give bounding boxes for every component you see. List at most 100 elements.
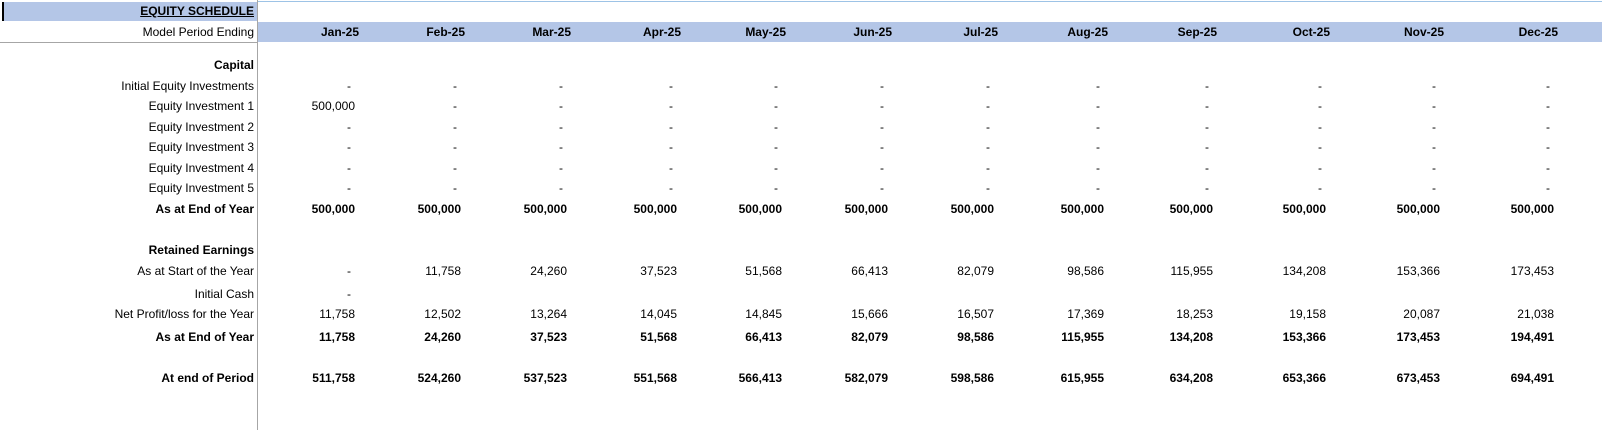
value-cell[interactable]: - [880, 120, 884, 134]
value-cell[interactable]: 37,523 [530, 330, 567, 344]
value-cell[interactable]: 500,000 [950, 202, 994, 216]
value-cell[interactable] [682, 284, 782, 304]
value-cell[interactable]: 18,253 [1176, 307, 1213, 321]
value-cell[interactable]: 500,000 [1169, 202, 1213, 216]
value-cell[interactable]: - [774, 79, 778, 93]
value-cell[interactable]: - [453, 181, 457, 195]
value-cell[interactable]: 24,260 [530, 264, 567, 278]
value-cell[interactable]: - [1546, 79, 1550, 93]
period-label[interactable]: Model Period Ending [142, 25, 254, 39]
value-cell[interactable]: 37,523 [640, 264, 677, 278]
value-cell[interactable]: 11,758 [319, 307, 355, 321]
value-cell[interactable]: - [559, 120, 563, 134]
month-header[interactable]: May-25 [745, 25, 786, 39]
value-cell[interactable]: 500,000 [633, 202, 677, 216]
value-cell[interactable]: - [774, 181, 778, 195]
value-cell[interactable]: 615,955 [1060, 371, 1104, 385]
month-header[interactable]: Jun-25 [853, 25, 892, 39]
month-header[interactable]: Jul-25 [963, 25, 998, 39]
value-cell[interactable]: 17,369 [1067, 307, 1104, 321]
row-label[interactable]: Net Profit/loss for the Year [114, 307, 254, 321]
row-label[interactable]: As at Start of the Year [137, 264, 254, 278]
value-cell[interactable]: - [880, 181, 884, 195]
value-cell[interactable]: - [669, 140, 673, 154]
value-cell[interactable]: 98,586 [1067, 264, 1104, 278]
value-cell[interactable]: - [986, 140, 990, 154]
value-cell[interactable]: - [880, 140, 884, 154]
value-cell[interactable]: - [559, 181, 563, 195]
month-header[interactable]: Aug-25 [1067, 25, 1108, 39]
month-header[interactable]: Apr-25 [642, 25, 681, 39]
value-cell[interactable]: 500,000 [1282, 202, 1326, 216]
value-cell[interactable]: - [669, 161, 673, 175]
value-cell[interactable] [1340, 284, 1440, 304]
value-cell[interactable]: 500,000 [1060, 202, 1104, 216]
value-cell[interactable]: - [1096, 79, 1100, 93]
value-cell[interactable] [577, 284, 677, 304]
value-cell[interactable]: 500,000 [1396, 202, 1440, 216]
value-cell[interactable]: - [669, 181, 673, 195]
value-cell[interactable]: - [1096, 181, 1100, 195]
value-cell[interactable]: - [1318, 140, 1322, 154]
value-cell[interactable]: 13,264 [530, 307, 567, 321]
value-cell[interactable]: 551,568 [633, 371, 677, 385]
value-cell[interactable]: 51,568 [745, 264, 782, 278]
value-cell[interactable]: 12,502 [424, 307, 461, 321]
value-cell[interactable]: 115,955 [1061, 330, 1104, 344]
value-cell[interactable]: 14,045 [640, 307, 677, 321]
value-cell[interactable]: - [347, 264, 351, 278]
row-label[interactable]: As at End of Year [155, 330, 254, 344]
value-cell[interactable]: - [986, 120, 990, 134]
value-cell[interactable]: 694,491 [1510, 371, 1554, 385]
value-cell[interactable]: 21,038 [1517, 307, 1554, 321]
row-label[interactable]: Equity Investment 4 [148, 161, 254, 175]
value-cell[interactable]: 19,158 [1289, 307, 1326, 321]
value-cell[interactable]: 500,000 [738, 202, 782, 216]
value-cell[interactable]: - [347, 140, 351, 154]
value-cell[interactable]: 24,260 [424, 330, 461, 344]
value-cell[interactable]: 194,491 [1510, 330, 1554, 344]
value-cell[interactable]: 134,208 [1282, 264, 1326, 278]
month-header[interactable]: Feb-25 [426, 25, 465, 39]
value-cell[interactable]: - [559, 161, 563, 175]
value-cell[interactable]: 15,666 [851, 307, 888, 321]
value-cell[interactable]: - [1205, 99, 1209, 113]
value-cell[interactable] [1113, 284, 1213, 304]
value-cell[interactable] [788, 284, 888, 304]
value-cell[interactable] [894, 284, 994, 304]
value-cell[interactable]: - [453, 140, 457, 154]
value-cell[interactable]: - [347, 287, 351, 301]
value-cell[interactable] [1226, 284, 1326, 304]
value-cell[interactable]: - [1205, 161, 1209, 175]
value-cell[interactable]: - [669, 120, 673, 134]
value-cell[interactable]: - [453, 161, 457, 175]
row-label[interactable]: Equity Investment 1 [148, 99, 254, 113]
value-cell[interactable]: - [1432, 79, 1436, 93]
sheet-title-cell[interactable]: EQUITY SCHEDULE [2, 2, 258, 21]
month-header[interactable]: Oct-25 [1292, 25, 1330, 39]
value-cell[interactable]: - [986, 99, 990, 113]
value-cell[interactable]: - [986, 161, 990, 175]
value-cell[interactable]: - [347, 120, 351, 134]
row-label[interactable]: Initial Equity Investments [121, 79, 254, 93]
value-cell[interactable]: 16,507 [957, 307, 994, 321]
value-cell[interactable]: 673,453 [1396, 371, 1440, 385]
value-cell[interactable]: 500,000 [311, 99, 355, 113]
value-cell[interactable]: 66,413 [745, 330, 782, 344]
value-cell[interactable]: 98,586 [957, 330, 994, 344]
value-cell[interactable]: 66,413 [851, 264, 888, 278]
value-cell[interactable] [1004, 284, 1104, 304]
value-cell[interactable]: - [1432, 181, 1436, 195]
value-cell[interactable]: 11,758 [425, 264, 461, 278]
value-cell[interactable]: - [774, 140, 778, 154]
value-cell[interactable]: - [1318, 181, 1322, 195]
month-header[interactable]: Sep-25 [1177, 25, 1217, 39]
value-cell[interactable]: 500,000 [523, 202, 567, 216]
value-cell[interactable]: - [1432, 140, 1436, 154]
value-cell[interactable]: - [774, 161, 778, 175]
row-label[interactable]: At end of Period [161, 371, 254, 385]
value-cell[interactable]: - [986, 79, 990, 93]
value-cell[interactable]: 115,955 [1170, 264, 1214, 278]
month-header[interactable]: Jan-25 [320, 25, 359, 39]
row-label[interactable]: Equity Investment 2 [148, 120, 254, 134]
